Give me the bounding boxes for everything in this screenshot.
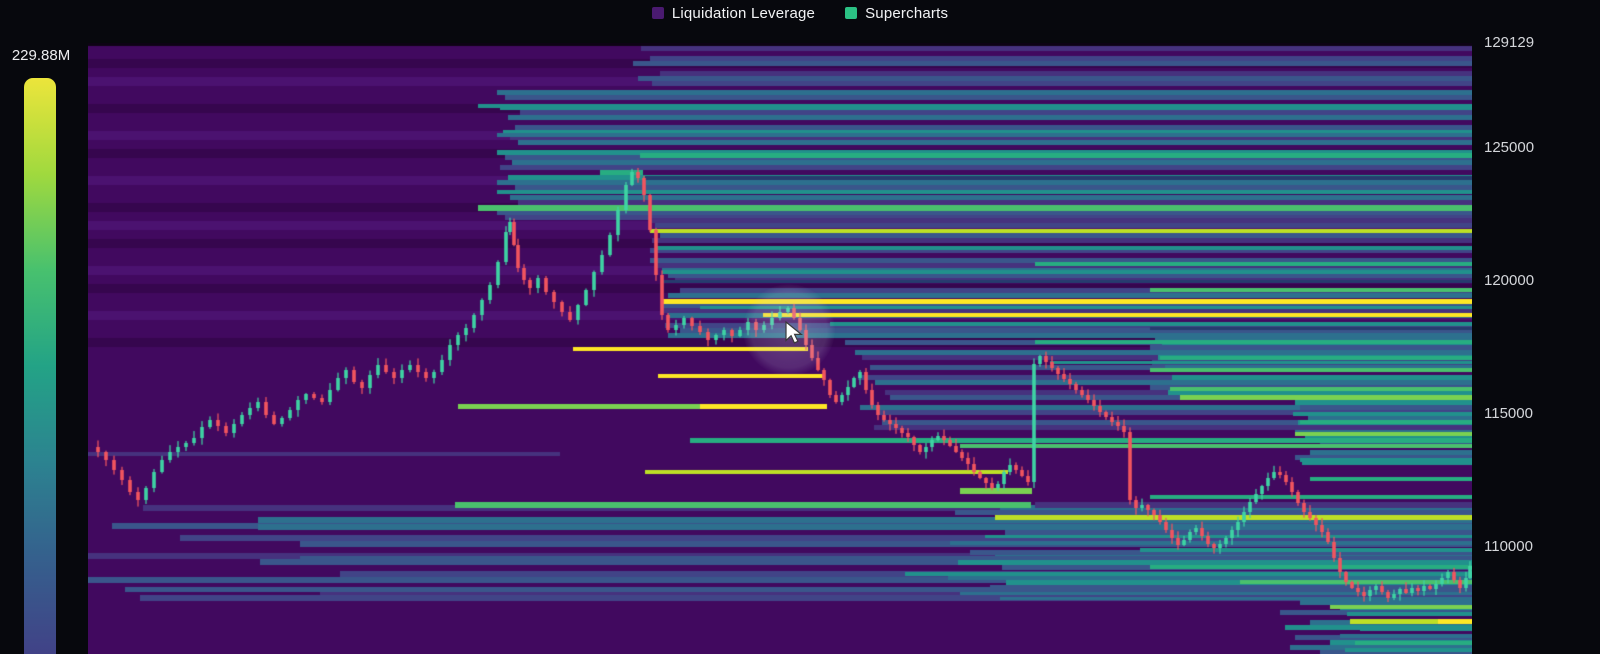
legend-label: Supercharts (865, 4, 949, 22)
colorbar-max-label: 229.88M (11, 47, 71, 64)
liquidation-heatmap-chart[interactable] (88, 43, 1472, 654)
price-axis-label: 125000 (1484, 139, 1535, 156)
price-axis-label: 120000 (1484, 272, 1535, 289)
legend-item-1[interactable]: Supercharts (845, 5, 948, 22)
price-axis-label: 129129 (1484, 34, 1535, 51)
legend-swatch-icon (845, 7, 858, 19)
price-axis-label: 115000 (1484, 405, 1533, 422)
colorbar-gradient (24, 78, 56, 654)
legend-item-0[interactable]: Liquidation Leverage (651, 4, 816, 22)
chart-legend: Liquidation Leverage Supercharts (0, 0, 1600, 26)
price-axis[interactable]: 129129 125000 120000 115000 110000 (1480, 0, 1598, 654)
legend-label: Liquidation Leverage (671, 4, 816, 22)
price-axis-label: 110000 (1484, 538, 1533, 555)
legend-swatch-icon (651, 7, 664, 19)
